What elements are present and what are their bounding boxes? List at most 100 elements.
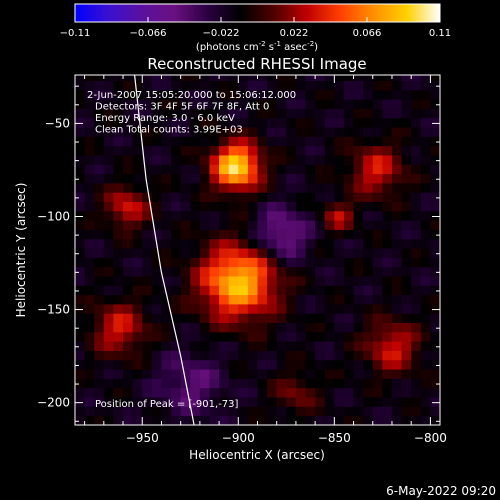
heatmap-cell	[199, 108, 210, 119]
heatmap-cell	[305, 322, 316, 333]
heatmap-cell	[94, 164, 105, 175]
heatmap-cell	[286, 397, 297, 407]
heatmap-cell	[391, 117, 402, 128]
heatmap-cell	[103, 303, 114, 314]
heatmap-cell	[84, 182, 95, 193]
heatmap-cell	[343, 136, 354, 147]
heatmap-cell	[334, 201, 345, 212]
heatmap-cell	[228, 406, 239, 417]
heatmap-cell	[343, 313, 354, 324]
heatmap-cell	[267, 387, 278, 398]
heatmap-cell	[324, 313, 335, 324]
heatmap-cell	[123, 397, 134, 407]
heatmap-cell	[209, 182, 220, 193]
heatmap-cell	[132, 127, 143, 137]
heatmap-cell	[295, 127, 306, 137]
heatmap-cell	[334, 369, 345, 379]
heatmap-cell	[180, 89, 191, 100]
heatmap-cell	[353, 136, 364, 147]
heatmap-cell	[363, 127, 374, 137]
heatmap-cell	[84, 220, 95, 230]
heatmap-cell	[113, 303, 124, 314]
heatmap-cell	[123, 350, 134, 361]
heatmap-cell	[305, 192, 316, 202]
heatmap-cell	[353, 285, 364, 296]
heatmap-cell	[353, 210, 364, 221]
heatmap-cell	[180, 257, 191, 268]
heatmap-cell	[161, 276, 172, 286]
heatmap-cell	[353, 387, 364, 398]
heatmap-cell	[391, 145, 402, 156]
annotation-line: Energy Range: 3.0 - 6.0 keV	[95, 113, 235, 124]
heatmap-cell	[257, 80, 268, 91]
heatmap-cell	[391, 257, 402, 268]
heatmap-cell	[209, 127, 220, 137]
heatmap-cell	[94, 108, 105, 119]
heatmap-cell	[305, 387, 316, 398]
heatmap-cell	[324, 285, 335, 296]
heatmap-cell	[411, 182, 422, 193]
heatmap-cell	[430, 117, 440, 128]
heatmap-cell	[180, 229, 191, 240]
heatmap-cell	[257, 75, 268, 81]
heatmap-cell	[372, 406, 383, 417]
heatmap-cell	[430, 220, 440, 230]
heatmap-cell	[286, 75, 297, 81]
heatmap-cell	[132, 210, 143, 221]
heatmap-cell	[286, 378, 297, 389]
heatmap-cell	[151, 117, 162, 128]
heatmap-cell	[94, 201, 105, 212]
heatmap-cell	[257, 294, 268, 305]
heatmap-cell	[171, 220, 182, 230]
heatmap-cell	[247, 257, 258, 268]
heatmap-cell	[209, 99, 220, 109]
heatmap-cell	[343, 248, 354, 258]
heatmap-cell	[219, 201, 230, 212]
heatmap-cell	[286, 387, 297, 398]
heatmap-cell	[190, 192, 201, 202]
heatmap-cell	[295, 220, 306, 230]
heatmap-cell	[286, 201, 297, 212]
heatmap-cell	[142, 164, 153, 175]
colorbar-tick-label: −0.066	[129, 28, 166, 39]
heatmap-cell	[247, 397, 258, 407]
heatmap-cell	[286, 257, 297, 268]
heatmap-cell	[190, 285, 201, 296]
heatmap-cell	[94, 127, 105, 137]
y-tick-label: −150	[37, 303, 70, 317]
heatmap-cell	[219, 145, 230, 156]
heatmap-cell	[401, 136, 412, 147]
heatmap-cell	[382, 99, 393, 109]
heatmap-cell	[180, 303, 191, 314]
heatmap-cell	[151, 257, 162, 268]
heatmap-cell	[420, 80, 431, 91]
heatmap-cell	[363, 266, 374, 277]
heatmap-cell	[84, 238, 95, 249]
heatmap-cell	[411, 350, 422, 361]
heatmap-cell	[267, 201, 278, 212]
heatmap-cell	[161, 192, 172, 202]
heatmap-cell	[238, 313, 249, 324]
heatmap-cell	[363, 387, 374, 398]
heatmap-cell	[228, 397, 239, 407]
heatmap-cell	[132, 387, 143, 398]
heatmap-cell	[219, 210, 230, 221]
heatmap-cell	[276, 99, 287, 109]
heatmap-cell	[238, 341, 249, 351]
heatmap-cell	[84, 322, 95, 333]
heatmap-cell	[334, 136, 345, 147]
heatmap-cell	[103, 173, 114, 184]
heatmap-cell	[324, 117, 335, 128]
heatmap-cell	[276, 155, 287, 165]
heatmap-cell	[209, 145, 220, 156]
heatmap-cell	[238, 406, 249, 417]
chart-title: Reconstructed RHESSI Image	[147, 55, 366, 73]
heatmap-cell	[382, 359, 393, 370]
heatmap-cell	[343, 331, 354, 342]
heatmap-cell	[161, 238, 172, 249]
heatmap-cell	[113, 378, 124, 389]
heatmap-cell	[372, 397, 383, 407]
heatmap-cell	[238, 378, 249, 389]
heatmap-cell	[382, 303, 393, 314]
heatmap-cell	[257, 182, 268, 193]
